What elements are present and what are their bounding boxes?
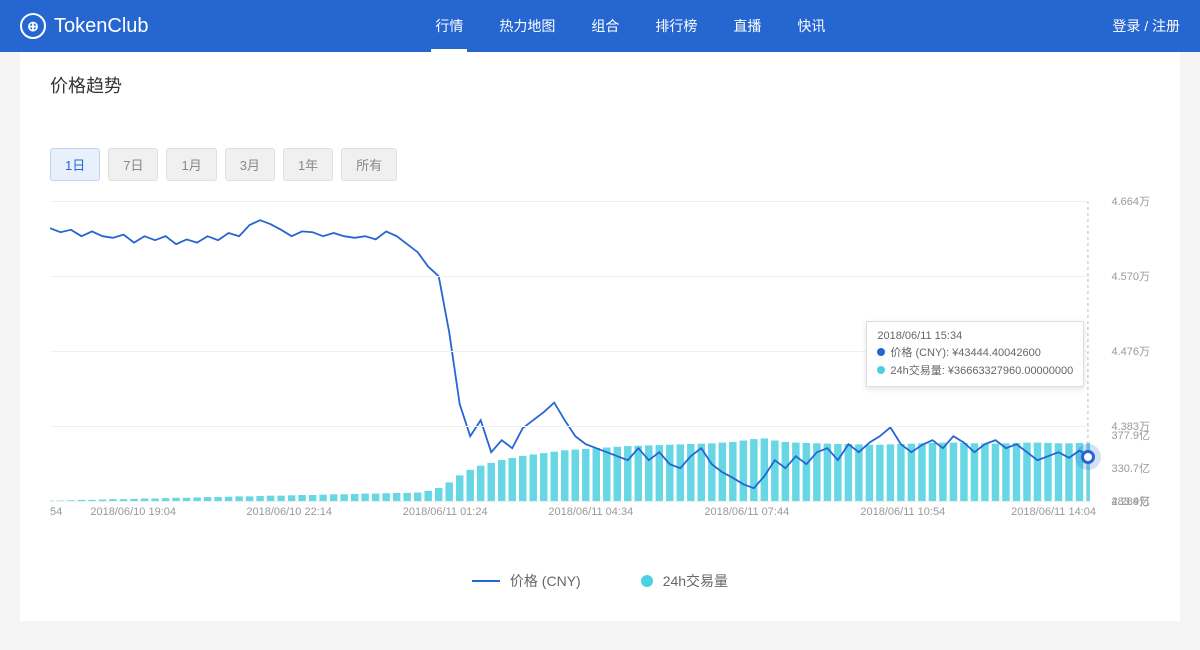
y-tick-label: 4.570万 (1111, 268, 1150, 284)
x-tick-label: 54 (50, 506, 62, 518)
legend-item[interactable]: 价格 (CNY) (472, 571, 581, 591)
time-tabs: 1日7日1月 3月1年所有 (50, 148, 1150, 181)
x-tick-label: 2018/06/11 04:34 (548, 506, 633, 518)
page-title: 价格趋势 (50, 72, 1150, 98)
legend: 价格 (CNY) 24h交易量 (50, 571, 1150, 601)
x-tick-label: 2018/06/10 19:04 (90, 506, 176, 518)
nav-item[interactable]: 直播 (729, 0, 765, 52)
logo-text: TokenClub (54, 15, 149, 38)
auth-link[interactable]: 登录 / 注册 (1112, 16, 1180, 36)
logo-icon: ⊕ (20, 13, 46, 39)
nav-item[interactable]: 组合 (587, 0, 623, 52)
x-tick-label: 2018/06/11 07:44 (704, 506, 789, 518)
x-tick-label: 2018/06/10 22:14 (246, 506, 332, 518)
y-tick-label: 283.4亿 (1111, 493, 1150, 509)
chart: 2018/06/11 15:34价格 (CNY): ¥43444.4004260… (50, 201, 1150, 561)
time-tab[interactable]: 1月 (166, 148, 216, 181)
y-axis: 4.664万4.570万4.476万4.383万4.289万377.9亿330.… (1095, 201, 1150, 501)
y-tick-label: 4.664万 (1111, 193, 1150, 209)
nav-item[interactable]: 排行榜 (651, 0, 701, 52)
y-tick-label: 330.7亿 (1111, 460, 1150, 476)
logo[interactable]: ⊕ TokenClub (20, 13, 149, 39)
nav: 行情热力地图组合排行榜直播快讯 (431, 0, 829, 52)
y-tick-label: 4.476万 (1111, 343, 1150, 359)
x-tick-label: 2018/06/11 01:24 (403, 506, 488, 518)
nav-item[interactable]: 快讯 (793, 0, 829, 52)
legend-item[interactable]: 24h交易量 (641, 571, 728, 591)
chart-plot-area[interactable]: 2018/06/11 15:34价格 (CNY): ¥43444.4004260… (50, 201, 1090, 501)
x-tick-label: 2018/06/11 14:04 (1011, 506, 1096, 518)
time-tab[interactable]: 1年 (283, 148, 333, 181)
time-tab[interactable]: 所有 (341, 148, 397, 181)
x-tick-label: 2018/06/11 10:54 (860, 506, 945, 518)
price-marker (1081, 450, 1095, 464)
time-tab[interactable]: 1日 (50, 148, 100, 181)
time-tab[interactable]: 3月 (225, 148, 275, 181)
x-axis: 54 2018/06/10 19:04 2018/06/10 22:14 2018/0… (50, 506, 1090, 526)
header: ⊕ TokenClub 行情热力地图组合排行榜直播快讯 登录 / 注册 (0, 0, 1200, 52)
nav-item[interactable]: 行情 (431, 0, 467, 52)
time-tab[interactable]: 7日 (108, 148, 158, 181)
y-tick-label: 377.9亿 (1111, 427, 1150, 443)
content: 价格趋势 1日7日1月 3月1年所有 2018/06/11 15:34价格 (CN… (20, 52, 1180, 621)
nav-item[interactable]: 热力地图 (495, 0, 559, 52)
